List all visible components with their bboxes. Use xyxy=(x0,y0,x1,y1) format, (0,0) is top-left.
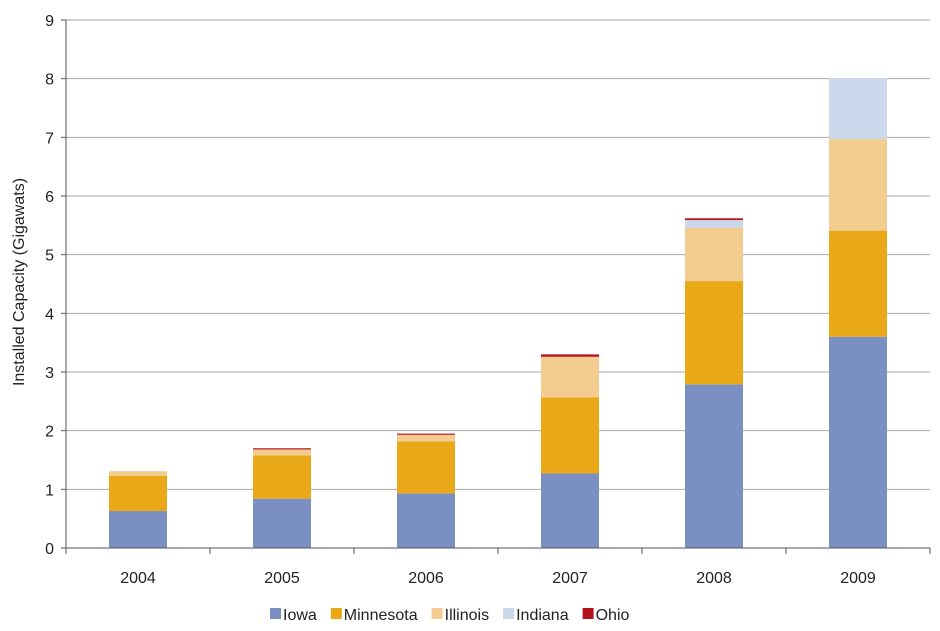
bar-segment-minnesota-2006 xyxy=(397,441,455,494)
bar-segment-ohio-2008 xyxy=(685,218,743,221)
bar-segment-iowa-2008 xyxy=(685,384,743,548)
bar-segment-illinois-2005 xyxy=(253,449,311,456)
legend: Iowa Minnesota Illinois Indiana Ohio xyxy=(270,607,629,624)
bar-segment-illinois-2006 xyxy=(397,434,455,442)
legend-swatch xyxy=(503,608,515,619)
y-tick-label: 5 xyxy=(45,248,54,265)
legend-swatch xyxy=(330,608,342,619)
y-tick-label: 0 xyxy=(45,541,54,558)
legend-swatch xyxy=(431,608,443,619)
x-tick-label: 2006 xyxy=(408,570,444,587)
bar-segment-minnesota-2008 xyxy=(685,281,743,385)
y-tick-label: 7 xyxy=(45,130,54,147)
legend-label: Indiana xyxy=(516,607,569,624)
bar-segment-ohio-2005 xyxy=(253,448,311,450)
legend-label: Minnesota xyxy=(344,607,418,624)
y-tick-label: 2 xyxy=(45,424,54,441)
bar-segment-indiana-2008 xyxy=(685,220,743,228)
bar-segment-minnesota-2009 xyxy=(829,230,887,337)
y-tick-label: 6 xyxy=(45,189,54,206)
bar-segment-minnesota-2005 xyxy=(253,455,311,499)
bar-segment-illinois-2008 xyxy=(685,227,743,282)
y-tick-label: 3 xyxy=(45,365,54,382)
x-tick-label: 2008 xyxy=(696,570,732,587)
bar-segment-minnesota-2004 xyxy=(109,475,167,512)
legend-item-illinois: Illinois xyxy=(431,607,489,624)
bar-segment-ohio-2007 xyxy=(541,354,599,357)
y-tick-label: 4 xyxy=(45,306,54,323)
y-tick-label: 1 xyxy=(45,482,54,499)
bar-segment-illinois-2004 xyxy=(109,471,167,476)
bar-segment-iowa-2006 xyxy=(397,493,455,548)
bar-segment-iowa-2004 xyxy=(109,511,167,548)
bars xyxy=(109,78,887,548)
y-tick-label: 8 xyxy=(45,72,54,89)
y-axis-title: Installed Capacity (Gigawats) xyxy=(11,178,28,386)
bar-segment-iowa-2007 xyxy=(541,473,599,548)
x-tick-label: 2009 xyxy=(840,570,876,587)
bar-segment-ohio-2006 xyxy=(397,433,455,435)
legend-item-minnesota: Minnesota xyxy=(330,607,418,624)
legend-item-iowa: Iowa xyxy=(270,607,317,624)
x-tick-labels: 2004 2005 2006 2007 2008 2009 xyxy=(120,570,876,587)
legend-swatch xyxy=(270,608,281,619)
y-tick-label: 9 xyxy=(45,13,54,30)
x-tick-label: 2007 xyxy=(552,570,588,587)
x-tick-label: 2004 xyxy=(120,570,156,587)
bar-segment-minnesota-2007 xyxy=(541,397,599,474)
legend-swatch xyxy=(582,608,594,619)
legend-label: Ohio xyxy=(596,607,630,624)
legend-label: Iowa xyxy=(283,607,317,624)
y-tick-labels: 0 1 2 3 4 5 6 7 8 9 xyxy=(45,13,54,558)
bar-segment-iowa-2009 xyxy=(829,336,887,548)
bar-segment-illinois-2009 xyxy=(829,139,887,231)
legend-item-ohio: Ohio xyxy=(582,607,630,624)
bar-segment-iowa-2005 xyxy=(253,498,311,548)
x-tick-label: 2005 xyxy=(264,570,300,587)
bar-segment-indiana-2009 xyxy=(829,78,887,140)
legend-item-indiana: Indiana xyxy=(503,607,569,624)
bar-segment-illinois-2007 xyxy=(541,356,599,398)
gridlines xyxy=(66,19,930,490)
legend-label: Illinois xyxy=(445,607,489,624)
axes xyxy=(61,19,931,554)
